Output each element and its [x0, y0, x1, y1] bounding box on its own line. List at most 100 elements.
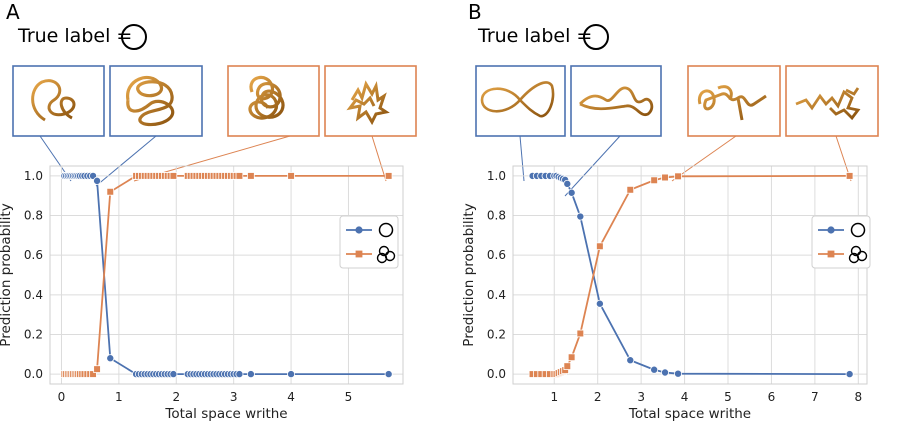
y-tick-label: 1.0	[24, 169, 43, 183]
series-knot-point	[93, 365, 101, 373]
series-knot-line	[532, 175, 850, 375]
plot-frame	[49, 165, 404, 385]
thumb-a3-tube	[248, 75, 285, 120]
series-unknot-point	[650, 365, 659, 374]
series-knot-point	[89, 370, 97, 378]
series-knot-point	[563, 362, 572, 370]
series-unknot-point	[563, 179, 572, 188]
series-unknot-point	[93, 176, 102, 185]
series-knot-point	[235, 172, 244, 180]
x-tick-label: 2	[172, 390, 180, 404]
thumb-a1-tube	[31, 79, 76, 122]
legend-marker	[827, 226, 835, 234]
panel-b-true-label: True label =	[478, 25, 593, 47]
series-unknot-point	[106, 354, 115, 363]
panel-a-thumbnails	[12, 65, 417, 137]
series-knot-point	[596, 242, 604, 251]
legend	[811, 215, 871, 269]
legend	[339, 215, 399, 269]
x-axis-label: Total space writhe	[628, 406, 751, 422]
panel-b-thumbnails	[475, 65, 879, 137]
y-axis-label: Prediction probability	[0, 203, 14, 346]
y-tick-label: 0.4	[24, 288, 43, 302]
thumb-a2-tube	[126, 75, 175, 127]
x-tick-label: 4	[681, 390, 689, 404]
series-knot-point	[845, 172, 854, 180]
thumb-b3-tube	[697, 85, 767, 121]
series-unknot-point	[235, 370, 244, 379]
trefoil-icon	[376, 245, 396, 264]
connector-b1	[519, 135, 525, 182]
x-tick-label: 3	[230, 390, 238, 404]
x-tick-label: 7	[811, 390, 819, 404]
x-tick-label: 1	[550, 390, 558, 404]
series-knot-line	[64, 175, 389, 375]
y-tick-label: 0.6	[487, 248, 506, 262]
panel-b-letter: B	[468, 0, 482, 24]
series-unknot-point	[845, 370, 854, 379]
y-axis-label: Prediction probability	[461, 203, 477, 346]
legend-marker	[355, 226, 363, 234]
thumb-b2-tube	[579, 86, 654, 117]
x-tick-label: 1	[115, 390, 123, 404]
series-knot-point	[650, 176, 658, 185]
trefoil-icon	[848, 245, 868, 264]
series-unknot-line	[532, 175, 850, 375]
x-tick-label: 4	[287, 390, 295, 404]
panel-a-true-label: True label =	[18, 25, 133, 47]
y-tick-label: 0.0	[24, 367, 43, 381]
y-tick-label: 0.4	[487, 288, 506, 302]
series-knot-point	[674, 172, 682, 181]
series-unknot-point	[626, 356, 635, 365]
x-tick-label: 5	[345, 390, 353, 404]
y-tick-label: 1.0	[487, 169, 506, 183]
connector-b3	[671, 135, 737, 182]
unknot-icon	[378, 222, 394, 238]
series-unknot-point	[595, 299, 604, 308]
legend-marker	[355, 250, 363, 258]
x-tick-label: 3	[637, 390, 645, 404]
x-axis-label: Total space writhe	[164, 406, 287, 422]
x-tick-label: 2	[594, 390, 602, 404]
series-unknot-point	[287, 370, 296, 379]
series-knot-point	[661, 173, 669, 182]
y-tick-label: 0.8	[24, 209, 43, 223]
thumb-a4-tube	[346, 80, 390, 126]
thumb-b4-tube	[795, 87, 861, 121]
series-unknot-point	[661, 368, 670, 377]
series-knot-point	[576, 329, 585, 338]
series-unknot-point	[567, 188, 576, 197]
x-tick-label: 0	[58, 390, 66, 404]
connector-a4	[371, 135, 387, 182]
panel-a-true-label-unknot-icon	[121, 24, 147, 50]
thumb-b1-tube	[480, 81, 555, 118]
series-knot-point	[287, 172, 295, 180]
series-knot-point	[384, 172, 393, 180]
y-tick-label: 0.8	[487, 209, 506, 223]
thumb-a1-box	[12, 65, 105, 137]
connector-a2	[95, 135, 157, 187]
y-tick-label: 0.2	[24, 327, 43, 341]
x-tick-label: 8	[854, 390, 862, 404]
series-unknot-point	[576, 212, 585, 221]
panel-a-letter: A	[6, 0, 20, 24]
series-knot-point	[169, 172, 178, 180]
y-tick-label: 0.2	[487, 327, 506, 341]
series-knot-point	[626, 185, 635, 194]
series-unknot-line	[64, 175, 389, 375]
thumb-b2-box	[570, 65, 662, 137]
series-knot-point	[567, 353, 576, 362]
chart-b: 1 2 3 4 5 6 7 8 0.0 0.2 0.4 0.6 0.8 1.0 Total space wr…	[461, 165, 871, 422]
chart-a: 0 1 2 3 4 5 0.0 0.2 0.4 0.6 0.8 1.0 Total space writ…	[0, 165, 404, 422]
series-knot-point	[106, 187, 115, 196]
panel-b-true-label-unknot-icon	[583, 24, 609, 50]
series-unknot-point	[384, 370, 393, 379]
plot-frame	[512, 165, 868, 385]
series-unknot-point	[674, 369, 683, 378]
legend-marker	[827, 250, 835, 258]
y-tick-label: 0.6	[24, 248, 43, 262]
series-knot-point	[247, 172, 255, 180]
x-tick-label: 5	[724, 390, 732, 404]
unknot-icon	[850, 222, 866, 238]
